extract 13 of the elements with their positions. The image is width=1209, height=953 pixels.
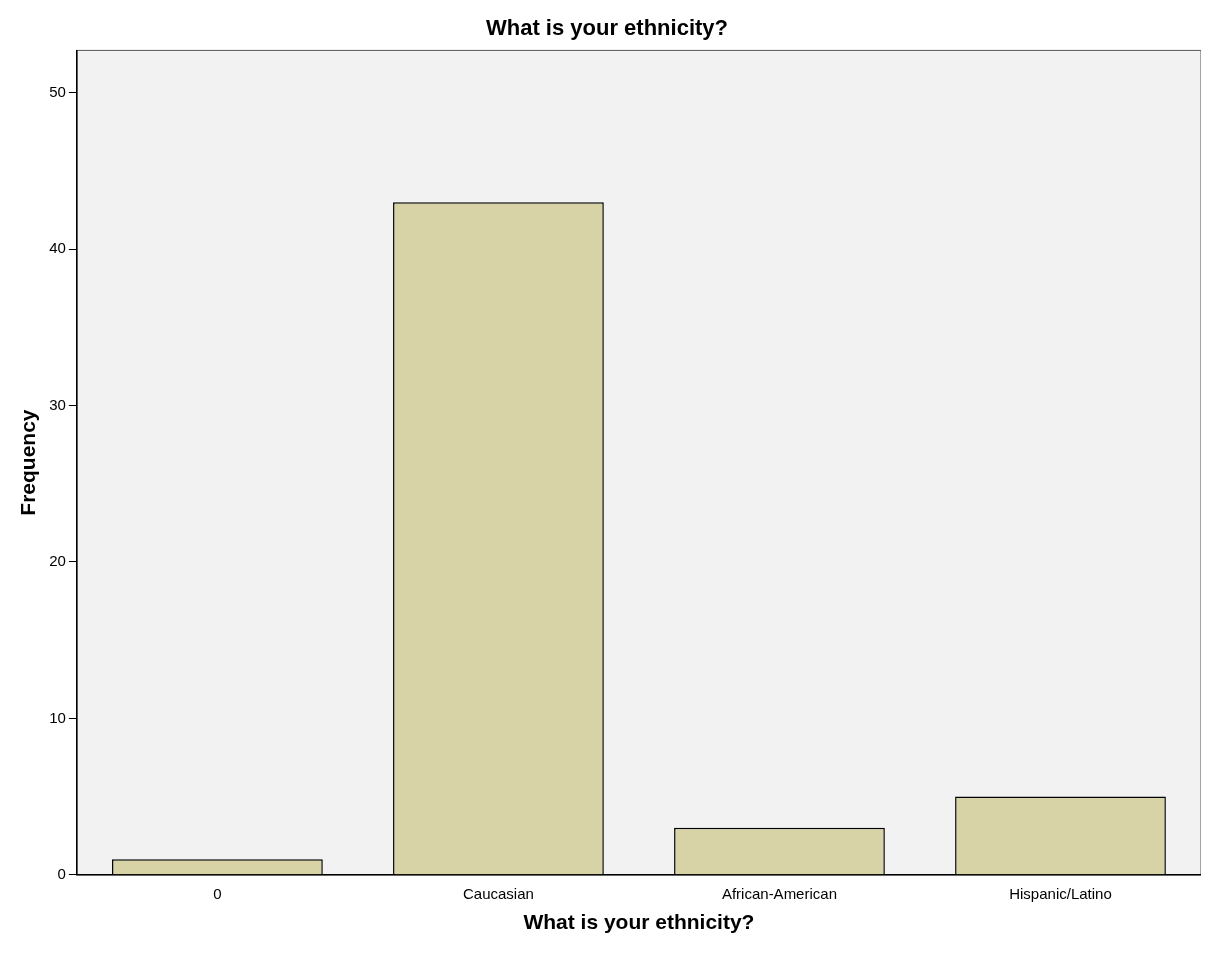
y-tick-label: 20 xyxy=(49,552,66,570)
x-tick-label: Caucasian xyxy=(462,884,534,902)
x-axis-title: What is your ethnicity? xyxy=(523,910,755,934)
y-axis-title: Frequency xyxy=(16,409,40,516)
x-tick-label: 0 xyxy=(213,884,222,902)
x-tick-label: Hispanic/Latino xyxy=(1009,884,1112,902)
y-tick-label: 30 xyxy=(49,395,66,413)
y-tick-label: 0 xyxy=(57,864,66,882)
y-tick-label: 10 xyxy=(49,708,66,726)
y-tick-label: 50 xyxy=(49,82,66,100)
y-tick-label: 40 xyxy=(49,239,66,257)
x-tick-label: African-American xyxy=(721,884,837,902)
chart-title: What is your ethnicity? xyxy=(485,15,729,41)
